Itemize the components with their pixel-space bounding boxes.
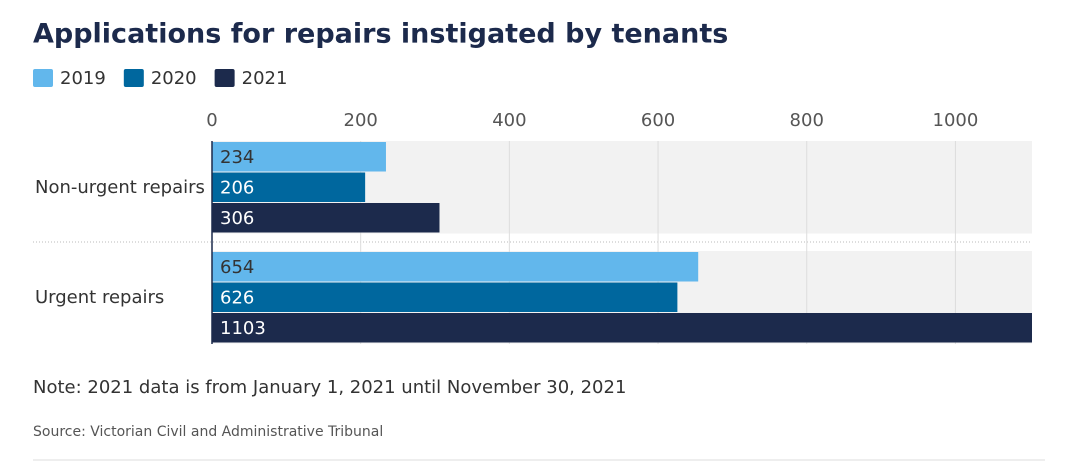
category-label: Non-urgent repairs	[35, 177, 205, 198]
bar	[212, 203, 440, 233]
bar	[212, 172, 366, 202]
note: Note: 2021 data is from January 1, 2021 …	[33, 377, 626, 398]
x-tick-label: 400	[492, 110, 526, 131]
bar	[212, 252, 699, 282]
x-tick-label: 600	[641, 110, 675, 131]
x-tick-label: 800	[790, 110, 824, 131]
legend-label: 2021	[242, 68, 288, 89]
bar	[212, 142, 386, 172]
chart-title: Applications for repairs instigated by t…	[33, 19, 728, 50]
bar	[212, 282, 678, 312]
value-label: 234	[220, 147, 254, 168]
legend-label: 2019	[60, 68, 106, 89]
value-label: 654	[220, 257, 254, 278]
bar	[212, 313, 1032, 343]
value-label: 306	[220, 208, 254, 229]
value-label: 1103	[220, 318, 266, 339]
value-label: 626	[220, 287, 254, 308]
legend-swatch	[33, 69, 53, 87]
x-tick-label: 1000	[933, 110, 979, 131]
category-label: Urgent repairs	[35, 287, 164, 308]
x-tick-label: 0	[206, 110, 217, 131]
legend-swatch	[214, 69, 235, 87]
value-label: 206	[220, 177, 254, 198]
x-tick-label: 200	[344, 110, 378, 131]
source: Source: Victorian Civil and Administrati…	[33, 424, 383, 440]
legend-swatch	[123, 69, 144, 87]
legend-label: 2020	[151, 68, 197, 89]
